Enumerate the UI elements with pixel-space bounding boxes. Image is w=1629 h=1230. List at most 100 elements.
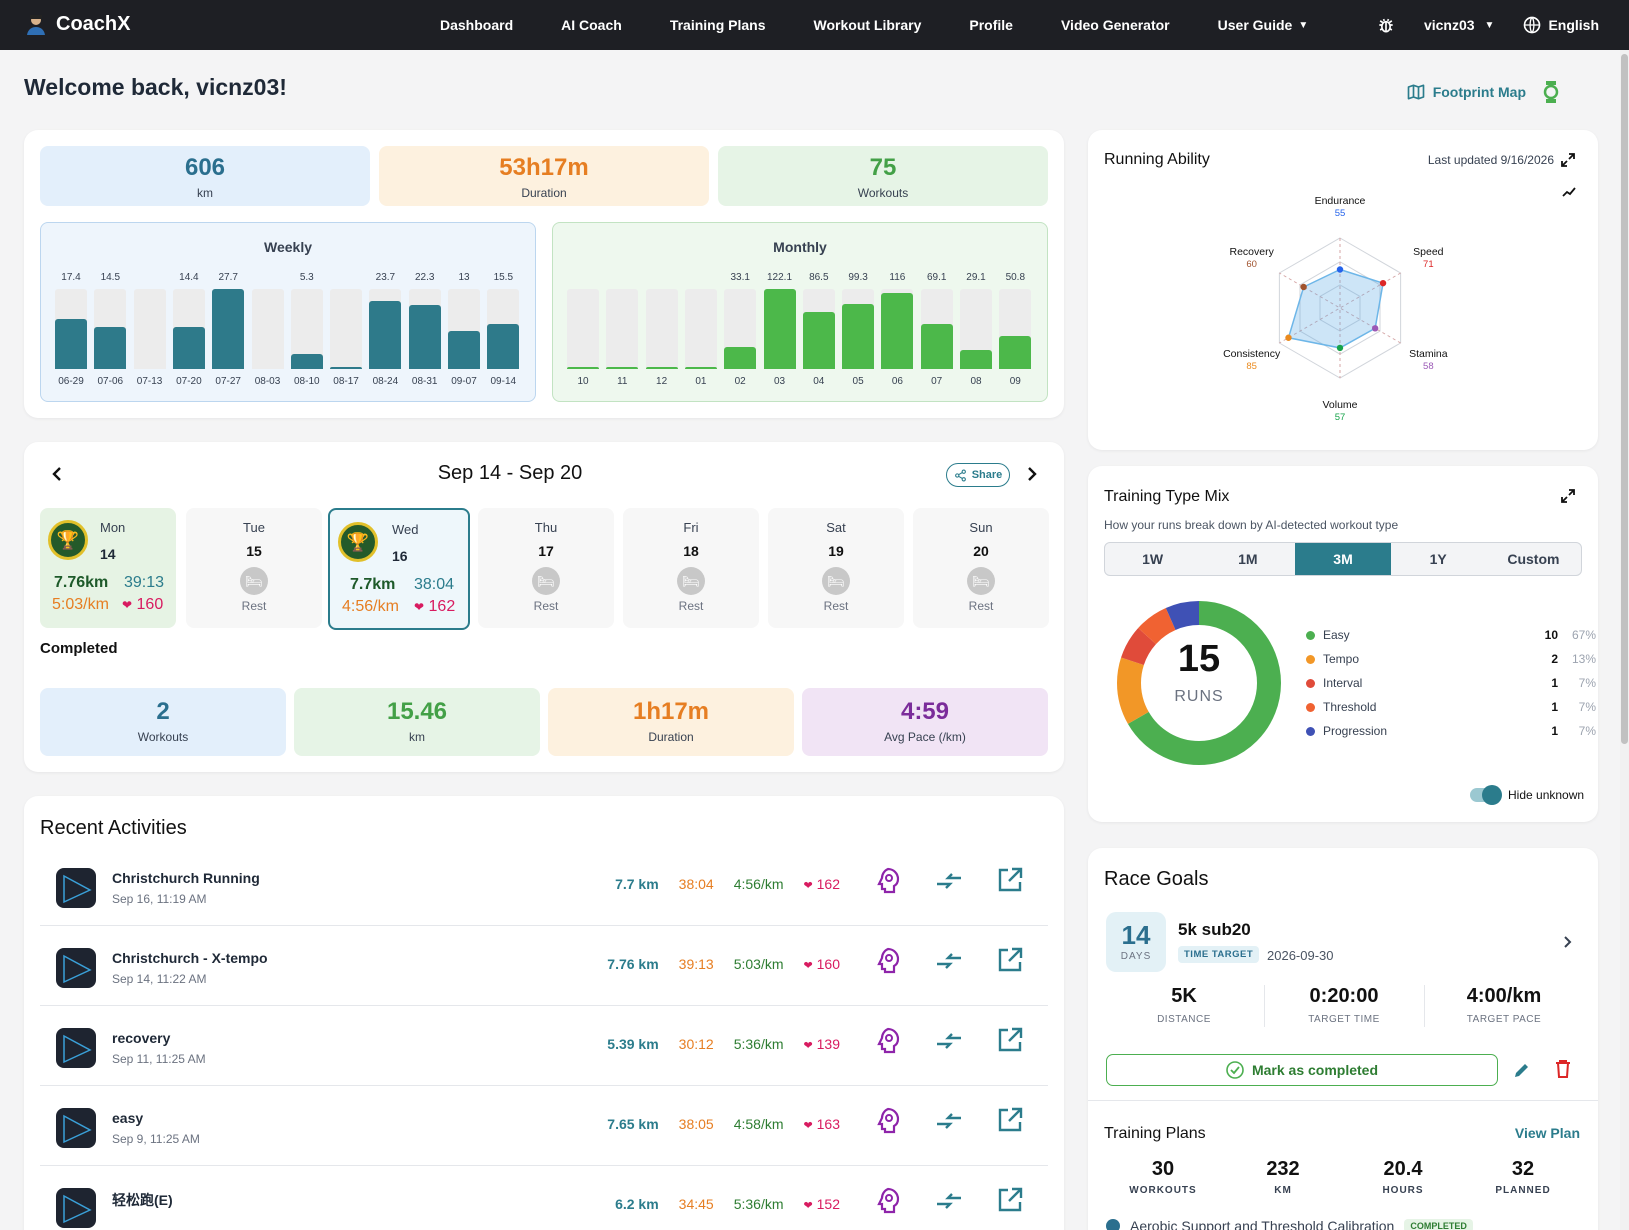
bar-axis-label: 09-14 xyxy=(490,376,517,387)
activity-row[interactable]: easy Sep 9, 11:25 AM 7.65 km 38:05 4:58/km ❤ … xyxy=(40,1086,1048,1166)
view-plan-link[interactable]: View Plan xyxy=(1514,1125,1580,1141)
nav-user-guide[interactable]: User Guide ▼ xyxy=(1218,17,1309,33)
compare-icon[interactable] xyxy=(934,866,964,896)
tab-3m[interactable]: 3M xyxy=(1295,543,1391,575)
donut-total: 15 xyxy=(1177,638,1221,680)
donut-slice-tempo[interactable] xyxy=(1117,601,1281,765)
footprint-map-link[interactable]: Footprint Map xyxy=(1406,80,1559,104)
compare-icon[interactable] xyxy=(934,1026,964,1056)
stat-value: 4:00/km xyxy=(1466,985,1542,1007)
bar-value-label: 29.1 xyxy=(966,272,986,283)
day-rest: Rest xyxy=(823,599,849,613)
scrollbar-thumb[interactable] xyxy=(1621,54,1628,744)
nav-training-plans[interactable]: Training Plans xyxy=(669,17,766,33)
compare-icon[interactable] xyxy=(934,1186,964,1216)
legend-count: 1 xyxy=(1551,724,1558,738)
expand-icon[interactable] xyxy=(1560,488,1576,504)
scrollbar[interactable] xyxy=(1620,50,1629,1230)
nav-dashboard[interactable]: Dashboard xyxy=(440,17,514,33)
nav-workout-library[interactable]: Workout Library xyxy=(813,17,922,33)
training-mix-subtitle: How your runs break down by AI-detected … xyxy=(1104,518,1399,532)
compare-icon[interactable] xyxy=(934,1106,964,1136)
nav-ai-coach[interactable]: AI Coach xyxy=(561,17,622,33)
trend-icon[interactable] xyxy=(1562,186,1576,198)
activity-row[interactable]: Christchurch - X-tempo Sep 14, 11:22 AM 7.… xyxy=(40,926,1048,1006)
radar-axis-value: 71 xyxy=(1423,259,1434,270)
activity-pace: 5:36/km xyxy=(733,1196,784,1212)
plan-planned-stat: 32 PLANNED xyxy=(1464,1158,1582,1196)
bar-value-label: 17.4 xyxy=(61,272,81,283)
delete-icon[interactable] xyxy=(1554,1059,1572,1079)
day-tue[interactable]: Tue 15 🛏 Rest xyxy=(186,508,322,628)
open-external-icon[interactable] xyxy=(996,1106,1024,1134)
nav-video-generator[interactable]: Video Generator xyxy=(1060,17,1170,33)
stat-value: 1h17m xyxy=(632,698,710,725)
monthly-chart-title: Monthly xyxy=(773,239,827,255)
tab-1w[interactable]: 1W xyxy=(1142,551,1164,567)
bug-icon[interactable] xyxy=(1376,15,1396,35)
day-sat[interactable]: Sat 19 🛏 Rest xyxy=(768,508,904,628)
donut-slice-progression[interactable] xyxy=(1117,601,1281,765)
brand-logo[interactable]: CoachX xyxy=(24,12,130,36)
map-icon xyxy=(1407,84,1425,100)
compare-icon[interactable] xyxy=(934,946,964,976)
share-button[interactable]: Share xyxy=(946,463,1010,487)
activity-name: 轻松跑(E) xyxy=(112,1192,173,1208)
chevron-right-icon[interactable] xyxy=(1025,466,1039,482)
open-external-icon[interactable] xyxy=(996,1026,1024,1054)
activity-date: Sep 9, 11:25 AM xyxy=(112,1132,200,1146)
training-mix-card xyxy=(1088,466,1598,822)
day-date: 19 xyxy=(828,543,844,559)
bar-axis-label: 02 xyxy=(734,376,746,387)
language-selector[interactable]: English xyxy=(1522,15,1599,35)
plan-item[interactable]: Aerobic Support and Threshold Calibratio… xyxy=(1106,1218,1473,1230)
day-wed[interactable]: 🏆 Wed 16 7.7km 38:04 4:56/km ❤ 162 xyxy=(328,508,470,630)
day-mon[interactable]: 🏆 Mon 14 7.76km 39:13 5:03/km ❤ 160 xyxy=(40,508,176,628)
share-label: Share xyxy=(971,469,1003,481)
edit-icon[interactable] xyxy=(1512,1060,1532,1080)
ai-analysis-icon[interactable] xyxy=(874,1186,902,1216)
ai-analysis-icon[interactable] xyxy=(874,1026,902,1056)
route-thumbnail-icon xyxy=(56,868,96,908)
open-external-icon[interactable] xyxy=(996,946,1024,974)
bar-fill xyxy=(724,347,757,369)
legend-label: Easy xyxy=(1323,628,1350,642)
bar-track xyxy=(330,289,363,369)
nav-profile[interactable]: Profile xyxy=(969,17,1013,33)
bar-fill xyxy=(369,301,402,369)
ai-analysis-icon[interactable] xyxy=(874,1106,902,1136)
chevron-left-icon[interactable] xyxy=(50,466,64,482)
radar-axis-label: Consistency xyxy=(1223,348,1281,360)
radar-axis-value: 55 xyxy=(1335,208,1346,219)
bed-icon: 🛏 xyxy=(532,567,560,595)
activity-row[interactable]: Christchurch Running Sep 16, 11:19 AM 7.7 … xyxy=(40,846,1048,926)
radar-point-speed xyxy=(1379,279,1387,287)
day-name: Tue xyxy=(243,520,265,535)
watch-icon[interactable] xyxy=(1543,80,1559,104)
race-days-badge: 14 DAYS xyxy=(1106,912,1166,972)
user-menu[interactable]: vicnz03 ▼ xyxy=(1424,17,1495,33)
ai-analysis-icon[interactable] xyxy=(874,866,902,896)
divider xyxy=(1264,985,1265,1027)
activity-row[interactable]: recovery Sep 11, 11:25 AM 5.39 km 30:12 5:36… xyxy=(40,1006,1048,1086)
activity-row[interactable]: 轻松跑(E) 6.2 km 34:45 5:36/km ❤ 152 xyxy=(40,1166,1048,1230)
open-external-icon[interactable] xyxy=(996,1186,1024,1214)
tab-1m[interactable]: 1M xyxy=(1238,551,1258,567)
tab-1y[interactable]: 1Y xyxy=(1429,551,1447,567)
radar-area xyxy=(1287,268,1384,349)
mark-completed-button[interactable]: Mark as completed xyxy=(1106,1054,1498,1086)
legend-count: 2 xyxy=(1551,652,1558,666)
ai-analysis-icon[interactable] xyxy=(874,946,902,976)
radar-point-recovery xyxy=(1300,283,1307,291)
open-external-icon[interactable] xyxy=(996,866,1024,894)
heart-icon: ❤ xyxy=(803,1040,813,1052)
day-thu[interactable]: Thu 17 🛏 Rest xyxy=(478,508,614,628)
bar-value-label: 69.1 xyxy=(926,272,947,283)
chevron-right-icon[interactable] xyxy=(1562,935,1574,949)
day-sun[interactable]: Sun 20 🛏 Rest xyxy=(913,508,1049,628)
day-fri[interactable]: Fri 18 🛏 Rest xyxy=(623,508,759,628)
expand-icon[interactable] xyxy=(1560,152,1576,168)
heart-icon: ❤ xyxy=(803,1120,813,1132)
tab-custom[interactable]: Custom xyxy=(1507,551,1560,567)
hide-unknown-toggle[interactable]: Hide unknown xyxy=(1470,785,1584,805)
